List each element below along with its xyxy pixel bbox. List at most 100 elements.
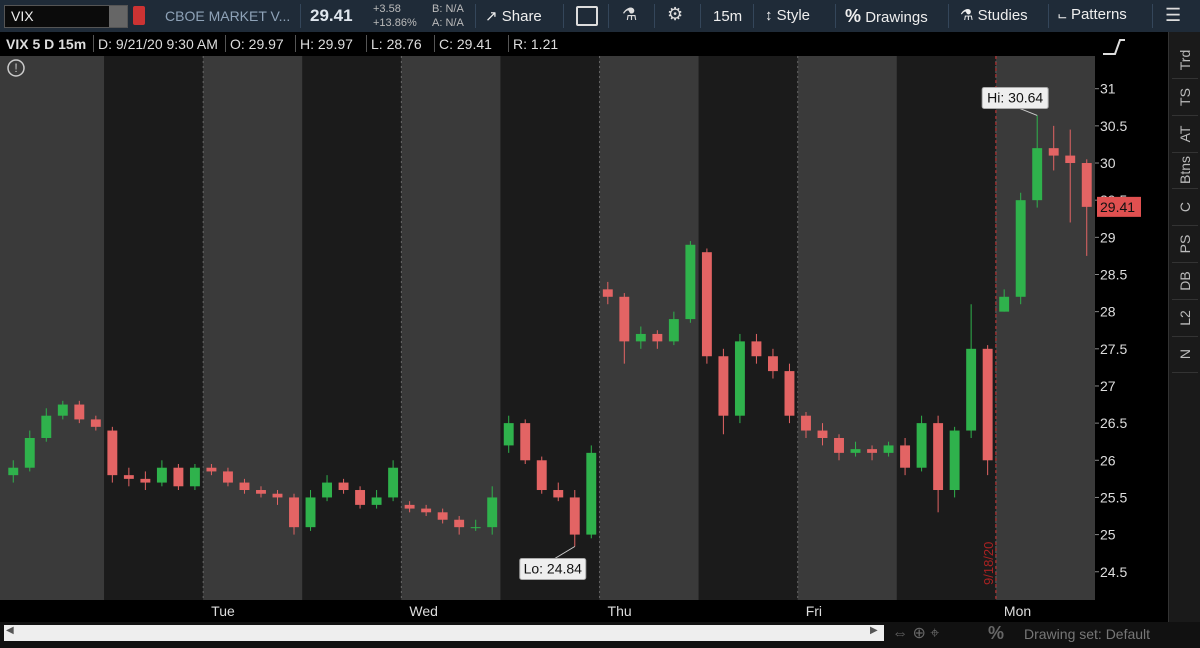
- candle-body: [982, 348, 993, 461]
- side-tab[interactable]: Trd: [1172, 42, 1198, 79]
- candle-body: [123, 475, 134, 479]
- gear-icon[interactable]: ⚙: [667, 4, 684, 24]
- separator: [700, 4, 701, 28]
- scroll-right[interactable]: ▶: [870, 625, 878, 636]
- side-tab-label: L2: [1177, 309, 1193, 326]
- candle-body: [41, 415, 52, 438]
- style-button[interactable]: ↕ Style: [765, 7, 811, 24]
- candle-body: [784, 371, 795, 416]
- separator: [753, 4, 754, 28]
- studies-button[interactable]: ⚗ Studies: [960, 7, 1028, 24]
- candle-body: [239, 482, 250, 491]
- x-tick-label: Tue: [211, 603, 235, 619]
- annotation-box: [519, 557, 587, 580]
- info-item: O: 29.97: [230, 36, 284, 52]
- price-axis-background: [1095, 32, 1168, 600]
- y-tick-label: 26.5: [1100, 415, 1127, 431]
- session-shade: [500, 56, 600, 600]
- drawing-set[interactable]: Drawing set: Default: [1024, 626, 1151, 642]
- candle-body: [834, 437, 844, 453]
- session-shade: [401, 56, 501, 600]
- side-tab-label: Trd: [1177, 49, 1193, 71]
- side-tab[interactable]: DB: [1172, 263, 1198, 300]
- candle-body: [817, 430, 828, 438]
- info-bar: VIX 5 D 15m D: 9/21/20 9:30 AM O: 29.97 H: …: [0, 32, 1095, 56]
- side-tab[interactable]: AT: [1172, 116, 1198, 153]
- annotation: Hi: 30.64: [987, 89, 1043, 105]
- y-tick-label: 27: [1100, 378, 1116, 394]
- side-tab[interactable]: PS: [1172, 226, 1198, 263]
- annotation-leader: [554, 546, 576, 559]
- side-tab[interactable]: L2: [1172, 300, 1198, 337]
- candle-body: [388, 467, 399, 498]
- alert-icon[interactable]: [133, 6, 145, 25]
- candle-body: [454, 519, 465, 528]
- candle-body: [140, 478, 151, 483]
- candle-body: [57, 404, 68, 416]
- candle-body: [520, 423, 531, 461]
- divider: [434, 35, 435, 52]
- y-tick-label: 28.5: [1100, 266, 1127, 282]
- candle-body: [1081, 163, 1092, 207]
- dropdown-arrow: [109, 6, 127, 27]
- side-tab[interactable]: N: [1172, 336, 1198, 374]
- candle-body: [1032, 148, 1043, 201]
- side-tab-label: TS: [1177, 87, 1193, 106]
- last-price-tag: [1097, 196, 1141, 217]
- drawings-label: Drawings: [865, 9, 928, 26]
- candle-body: [966, 348, 977, 431]
- zoom-icons[interactable]: ⇔ ⊕ ⌖: [892, 625, 940, 642]
- candle-body: [751, 341, 762, 357]
- patterns-button[interactable]: ⨽ Patterns: [1058, 6, 1127, 23]
- side-tab[interactable]: C: [1172, 189, 1198, 227]
- style-icon[interactable]: [1103, 39, 1125, 55]
- date-marker: 9/18/20: [981, 542, 996, 585]
- side-tab[interactable]: Btns: [1172, 152, 1198, 190]
- aggregation[interactable]: 15m: [713, 8, 743, 25]
- alert-icon[interactable]: [7, 59, 25, 77]
- y-tick-label: 27.5: [1100, 341, 1127, 357]
- session-shade: [599, 56, 699, 600]
- separator: [1048, 4, 1049, 28]
- left-strip: [0, 56, 5, 600]
- y-tick-label: 25.5: [1100, 489, 1127, 505]
- candle-body: [933, 423, 944, 491]
- info-item: L: 28.76: [371, 36, 422, 52]
- separator: [563, 4, 564, 28]
- share-button[interactable]: ↗ Share: [485, 8, 542, 25]
- separator: [948, 4, 949, 28]
- info-item: R: 1.21: [513, 36, 559, 52]
- separator: [300, 4, 301, 28]
- candle-body: [223, 471, 233, 483]
- candle-body: [272, 493, 283, 498]
- candle-body: [206, 467, 217, 472]
- last-price: 29.41: [310, 6, 353, 25]
- time-axis-background: [0, 600, 1168, 622]
- separator: [475, 4, 476, 28]
- menu-icon[interactable]: ☰: [1165, 5, 1182, 25]
- message-icon[interactable]: [576, 6, 598, 26]
- candle-body: [536, 460, 547, 491]
- separator: [1152, 4, 1153, 28]
- separator: [654, 4, 655, 28]
- candle-body: [586, 452, 597, 535]
- scrollbar[interactable]: [4, 625, 884, 641]
- drawings-icon[interactable]: %: [988, 623, 1005, 643]
- divider: [225, 35, 226, 52]
- y-tick-label: 28: [1100, 304, 1116, 320]
- candle-body: [24, 437, 35, 468]
- candle-body: [602, 289, 613, 297]
- side-tab-label: PS: [1177, 234, 1193, 254]
- symbol-box[interactable]: VIX: [4, 5, 128, 28]
- scroll-left[interactable]: ◀: [6, 625, 14, 636]
- candle-body: [470, 527, 481, 529]
- drawings-button[interactable]: % Drawings: [845, 6, 928, 26]
- session-shade: [797, 56, 897, 600]
- x-tick-label: Thu: [608, 603, 632, 619]
- candle-body: [503, 423, 514, 446]
- flask-icon[interactable]: ⚗: [622, 5, 638, 24]
- candle-body: [949, 430, 960, 491]
- candle-body: [916, 423, 927, 468]
- session-shade: [203, 56, 303, 600]
- side-tab[interactable]: TS: [1172, 79, 1198, 116]
